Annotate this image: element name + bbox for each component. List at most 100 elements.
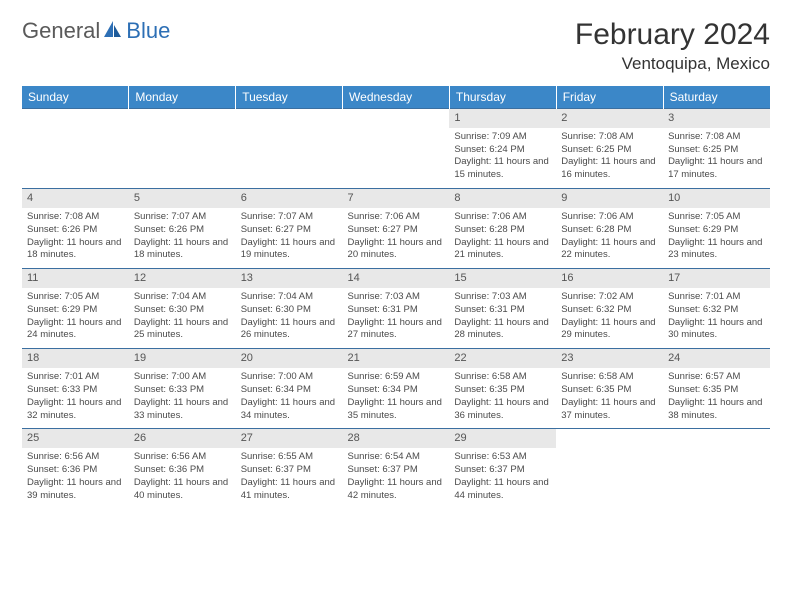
sunset-text: Sunset: 6:30 PM <box>134 304 231 317</box>
sunrise-text: Sunrise: 7:07 AM <box>134 211 231 224</box>
sunset-text: Sunset: 6:37 PM <box>454 464 551 477</box>
daylight-text: Daylight: 11 hours and 35 minutes. <box>348 397 445 423</box>
title-block: February 2024 Ventoquipa, Mexico <box>575 18 770 74</box>
calendar-day-cell: 22Sunrise: 6:58 AMSunset: 6:35 PMDayligh… <box>449 349 556 429</box>
sunset-text: Sunset: 6:35 PM <box>454 384 551 397</box>
calendar-day-cell: 26Sunrise: 6:56 AMSunset: 6:36 PMDayligh… <box>129 429 236 509</box>
daylight-text: Daylight: 11 hours and 34 minutes. <box>241 397 338 423</box>
sunrise-text: Sunrise: 6:56 AM <box>27 451 124 464</box>
daylight-text: Daylight: 11 hours and 39 minutes. <box>27 477 124 503</box>
calendar-day-cell <box>343 109 450 189</box>
location: Ventoquipa, Mexico <box>575 54 770 74</box>
sunrise-text: Sunrise: 7:02 AM <box>561 291 658 304</box>
date-number: 29 <box>449 429 556 448</box>
sunrise-text: Sunrise: 7:03 AM <box>348 291 445 304</box>
daylight-text: Daylight: 11 hours and 32 minutes. <box>27 397 124 423</box>
sunset-text: Sunset: 6:29 PM <box>668 224 765 237</box>
date-number: 4 <box>22 189 129 208</box>
sunset-text: Sunset: 6:28 PM <box>561 224 658 237</box>
date-number: 3 <box>663 109 770 128</box>
calendar-day-cell: 4Sunrise: 7:08 AMSunset: 6:26 PMDaylight… <box>22 189 129 269</box>
date-number: 10 <box>663 189 770 208</box>
day-header-tuesday: Tuesday <box>236 86 343 109</box>
calendar-day-cell <box>663 429 770 509</box>
calendar-day-cell <box>22 109 129 189</box>
daylight-text: Daylight: 11 hours and 18 minutes. <box>134 237 231 263</box>
daylight-text: Daylight: 11 hours and 36 minutes. <box>454 397 551 423</box>
sunrise-text: Sunrise: 6:53 AM <box>454 451 551 464</box>
date-number: 20 <box>236 349 343 368</box>
calendar-day-cell: 2Sunrise: 7:08 AMSunset: 6:25 PMDaylight… <box>556 109 663 189</box>
date-number: 15 <box>449 269 556 288</box>
calendar-day-cell: 13Sunrise: 7:04 AMSunset: 6:30 PMDayligh… <box>236 269 343 349</box>
calendar-day-cell: 7Sunrise: 7:06 AMSunset: 6:27 PMDaylight… <box>343 189 450 269</box>
sunset-text: Sunset: 6:30 PM <box>241 304 338 317</box>
sunrise-text: Sunrise: 7:07 AM <box>241 211 338 224</box>
day-header-sunday: Sunday <box>22 86 129 109</box>
daylight-text: Daylight: 11 hours and 22 minutes. <box>561 237 658 263</box>
calendar-day-cell: 17Sunrise: 7:01 AMSunset: 6:32 PMDayligh… <box>663 269 770 349</box>
sunrise-text: Sunrise: 6:56 AM <box>134 451 231 464</box>
sunset-text: Sunset: 6:37 PM <box>241 464 338 477</box>
date-number: 23 <box>556 349 663 368</box>
calendar-day-cell: 5Sunrise: 7:07 AMSunset: 6:26 PMDaylight… <box>129 189 236 269</box>
sunrise-text: Sunrise: 6:57 AM <box>668 371 765 384</box>
daylight-text: Daylight: 11 hours and 17 minutes. <box>668 156 765 182</box>
calendar-page: General Blue February 2024 Ventoquipa, M… <box>0 0 792 526</box>
sunrise-text: Sunrise: 7:00 AM <box>241 371 338 384</box>
sunrise-text: Sunrise: 7:05 AM <box>27 291 124 304</box>
daylight-text: Daylight: 11 hours and 20 minutes. <box>348 237 445 263</box>
date-number: 14 <box>343 269 450 288</box>
calendar-day-cell: 27Sunrise: 6:55 AMSunset: 6:37 PMDayligh… <box>236 429 343 509</box>
sail-icon <box>102 19 124 44</box>
sunrise-text: Sunrise: 6:54 AM <box>348 451 445 464</box>
date-number: 1 <box>449 109 556 128</box>
date-number: 18 <box>22 349 129 368</box>
sunset-text: Sunset: 6:28 PM <box>454 224 551 237</box>
sunset-text: Sunset: 6:37 PM <box>348 464 445 477</box>
sunrise-text: Sunrise: 7:04 AM <box>241 291 338 304</box>
sunset-text: Sunset: 6:26 PM <box>134 224 231 237</box>
calendar-day-cell: 8Sunrise: 7:06 AMSunset: 6:28 PMDaylight… <box>449 189 556 269</box>
sunrise-text: Sunrise: 7:06 AM <box>454 211 551 224</box>
sunset-text: Sunset: 6:29 PM <box>27 304 124 317</box>
sunset-text: Sunset: 6:31 PM <box>348 304 445 317</box>
calendar-day-cell: 21Sunrise: 6:59 AMSunset: 6:34 PMDayligh… <box>343 349 450 429</box>
sunset-text: Sunset: 6:33 PM <box>134 384 231 397</box>
daylight-text: Daylight: 11 hours and 30 minutes. <box>668 317 765 343</box>
calendar-day-cell: 25Sunrise: 6:56 AMSunset: 6:36 PMDayligh… <box>22 429 129 509</box>
calendar-day-cell: 23Sunrise: 6:58 AMSunset: 6:35 PMDayligh… <box>556 349 663 429</box>
daylight-text: Daylight: 11 hours and 28 minutes. <box>454 317 551 343</box>
day-header-friday: Friday <box>556 86 663 109</box>
date-number: 24 <box>663 349 770 368</box>
date-number: 16 <box>556 269 663 288</box>
sunset-text: Sunset: 6:27 PM <box>348 224 445 237</box>
sunrise-text: Sunrise: 7:04 AM <box>134 291 231 304</box>
sunrise-text: Sunrise: 7:06 AM <box>561 211 658 224</box>
sunset-text: Sunset: 6:25 PM <box>561 144 658 157</box>
calendar-week-row: 1Sunrise: 7:09 AMSunset: 6:24 PMDaylight… <box>22 109 770 189</box>
sunrise-text: Sunrise: 7:08 AM <box>27 211 124 224</box>
calendar-day-cell: 19Sunrise: 7:00 AMSunset: 6:33 PMDayligh… <box>129 349 236 429</box>
daylight-text: Daylight: 11 hours and 40 minutes. <box>134 477 231 503</box>
calendar-day-cell: 16Sunrise: 7:02 AMSunset: 6:32 PMDayligh… <box>556 269 663 349</box>
sunset-text: Sunset: 6:36 PM <box>27 464 124 477</box>
date-number: 22 <box>449 349 556 368</box>
day-header-thursday: Thursday <box>449 86 556 109</box>
date-number: 9 <box>556 189 663 208</box>
sunset-text: Sunset: 6:35 PM <box>668 384 765 397</box>
date-number: 17 <box>663 269 770 288</box>
date-number: 6 <box>236 189 343 208</box>
daylight-text: Daylight: 11 hours and 26 minutes. <box>241 317 338 343</box>
daylight-text: Daylight: 11 hours and 25 minutes. <box>134 317 231 343</box>
calendar-day-cell: 6Sunrise: 7:07 AMSunset: 6:27 PMDaylight… <box>236 189 343 269</box>
day-header-wednesday: Wednesday <box>343 86 450 109</box>
date-number: 21 <box>343 349 450 368</box>
daylight-text: Daylight: 11 hours and 37 minutes. <box>561 397 658 423</box>
daylight-text: Daylight: 11 hours and 33 minutes. <box>134 397 231 423</box>
calendar-day-cell: 3Sunrise: 7:08 AMSunset: 6:25 PMDaylight… <box>663 109 770 189</box>
logo-text-general: General <box>22 18 100 44</box>
calendar-day-cell: 15Sunrise: 7:03 AMSunset: 6:31 PMDayligh… <box>449 269 556 349</box>
daylight-text: Daylight: 11 hours and 24 minutes. <box>27 317 124 343</box>
daylight-text: Daylight: 11 hours and 41 minutes. <box>241 477 338 503</box>
